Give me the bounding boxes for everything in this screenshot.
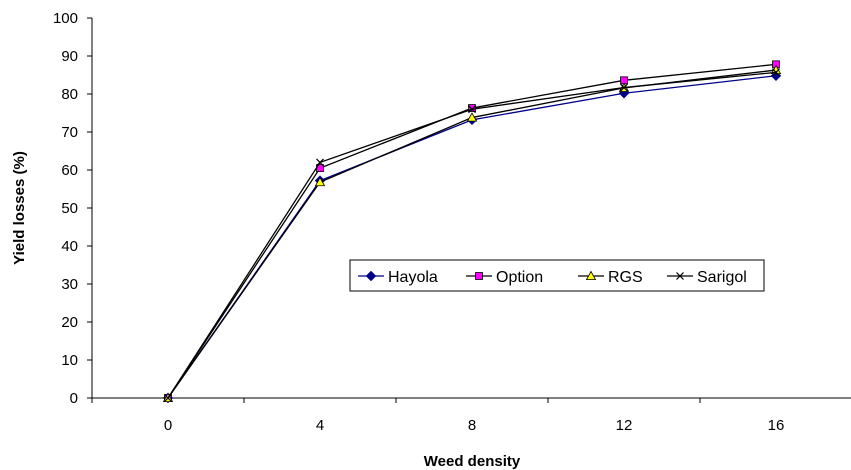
x-tick-label: 0 xyxy=(164,417,172,434)
data-point-sarigol xyxy=(772,68,780,77)
series-layer xyxy=(162,60,782,404)
series-option xyxy=(164,60,780,402)
x-ticks: 0 4 8 12 16 xyxy=(91,398,785,434)
x-axis-title: Weed density xyxy=(424,453,521,470)
y-tick-label: 40 xyxy=(61,238,78,255)
y-tick-label: 50 xyxy=(61,200,78,217)
y-tick-label: 20 xyxy=(61,314,78,331)
legend-label-sarigol: Sarigol xyxy=(697,269,747,286)
legend-label-rgs: RGS xyxy=(608,269,643,286)
y-tick-label: 100 xyxy=(53,10,78,27)
data-point-rgs xyxy=(466,112,478,122)
y-tick-label: 70 xyxy=(61,124,78,141)
legend-marker-option xyxy=(475,272,483,280)
y-tick-label: 10 xyxy=(61,352,78,369)
data-point-sarigol xyxy=(316,158,324,167)
series-rgs xyxy=(162,64,782,403)
data-point-rgs xyxy=(314,176,326,187)
legend-label-option: Option xyxy=(496,269,543,286)
x-tick-label: 4 xyxy=(316,417,324,434)
legend-marker-sarigol xyxy=(676,272,684,280)
legend-box xyxy=(349,259,765,292)
data-point-sarigol xyxy=(164,394,172,402)
y-tick-label: 80 xyxy=(61,86,78,103)
y-tick-label: 30 xyxy=(61,276,78,293)
data-point-sarigol xyxy=(468,105,476,114)
x-tick-label: 8 xyxy=(468,417,476,434)
y-ticks: 0 10 20 30 40 50 60 70 80 90 100 xyxy=(53,10,92,407)
y-axis-title: Yield losses (%) xyxy=(11,151,28,265)
y-tick-label: 90 xyxy=(61,48,78,65)
y-tick-label: 60 xyxy=(61,162,78,179)
legend-marker-hayola xyxy=(365,270,377,282)
legend-label-hayola: Hayola xyxy=(388,269,438,286)
legend-marker-rgs xyxy=(585,270,597,281)
x-tick-label: 16 xyxy=(768,417,785,434)
x-tick-label: 12 xyxy=(616,417,633,434)
y-tick-label: 0 xyxy=(70,390,78,407)
legend: Hayola Option RGS Sarigol xyxy=(349,259,765,292)
series-sarigol xyxy=(164,68,780,402)
data-point-sarigol xyxy=(620,83,628,92)
